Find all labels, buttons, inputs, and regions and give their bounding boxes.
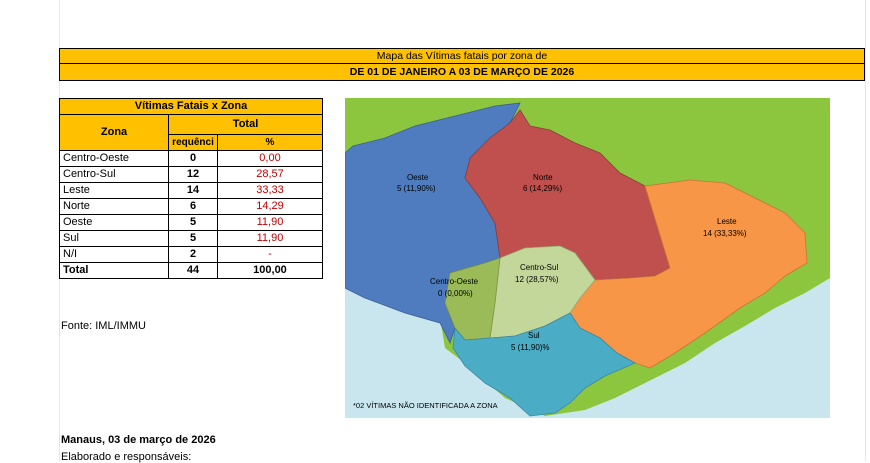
col-header-zona: Zona <box>58 114 170 151</box>
col-header-total: Total <box>168 114 323 135</box>
report-title: Mapa das Vítimas fatais por zona de <box>59 48 865 64</box>
zone-name-cell: Norte <box>58 198 170 215</box>
zone-name-cell: Oeste <box>58 214 170 231</box>
percent-cell: 28,57 <box>216 166 324 183</box>
percent-cell: - <box>216 246 324 263</box>
frequency-cell: 12 <box>168 166 218 183</box>
col-header-pct: % <box>216 134 324 151</box>
zone-map: Oeste 5 (11,90%) Norte 6 (14,29%) Leste … <box>345 98 830 418</box>
table-row: Sul 5 11,90 <box>58 230 324 247</box>
frequency-cell: 0 <box>168 150 218 167</box>
table-caption: Vítimas Fatais x Zona <box>59 98 323 115</box>
victims-by-zone-table: Vítimas Fatais x Zona Zona Total requênc… <box>58 98 324 279</box>
zone-name-cell: Centro-Oeste <box>58 150 170 167</box>
table-row: Centro-Oeste 0 0,00 <box>58 150 324 167</box>
table-row: Centro-Sul 12 28,57 <box>58 166 324 183</box>
percent-cell: 100,00 <box>216 262 324 279</box>
zone-sul <box>452 312 636 417</box>
col-header-freq: requênci <box>168 134 218 151</box>
label-norte-name: Norte <box>533 173 553 182</box>
label-centro-oeste-value: 0 (0,00%) <box>438 289 473 298</box>
frequency-cell: 5 <box>168 214 218 231</box>
table-row: N/I 2- <box>58 246 324 263</box>
frequency-cell: 14 <box>168 182 218 199</box>
table-row: Total 44 100,00 <box>58 262 324 279</box>
label-norte-value: 6 (14,29%) <box>523 184 562 193</box>
sheet-gridline <box>865 0 866 461</box>
frequency-cell: 2 <box>168 246 218 263</box>
report-period: DE 01 DE JANEIRO A 03 DE MARÇO DE 2026 <box>59 64 865 81</box>
percent-cell: 11,90 <box>216 214 324 231</box>
table-row: Oeste 5 11,90 <box>58 214 324 231</box>
label-leste-value: 14 (33,33%) <box>703 229 747 238</box>
label-leste-name: Leste <box>717 217 737 226</box>
percent-cell: 33,33 <box>216 182 324 199</box>
table-row: Leste 14 33,33 <box>58 182 324 199</box>
label-centro-sul-value: 12 (28,57%) <box>515 275 559 284</box>
zone-name-cell: Centro-Sul <box>58 166 170 183</box>
prepared-by: Elaborado e responsáveis: <box>61 451 192 463</box>
frequency-cell: 6 <box>168 198 218 215</box>
zone-name-cell: N/I <box>58 246 170 263</box>
percent-cell: 11,90 <box>216 230 324 247</box>
percent-cell: 0,00 <box>216 150 324 167</box>
label-sul-name: Sul <box>528 331 540 340</box>
label-oeste-value: 5 (11,90%) <box>397 184 436 193</box>
frequency-cell: 44 <box>168 262 218 279</box>
map-note: *02 VÍTIMAS NÃO IDENTIFICADA A ZONA <box>353 401 498 410</box>
zone-leste <box>569 179 808 369</box>
label-centro-oeste-name: Centro-Oeste <box>430 277 479 286</box>
frequency-cell: 5 <box>168 230 218 247</box>
label-sul-value: 5 (11,90)% <box>511 343 550 352</box>
place-date: Manaus, 03 de março de 2026 <box>61 434 216 446</box>
table-row: Norte 6 14,29 <box>58 198 324 215</box>
river-water <box>345 278 830 418</box>
zone-name-cell: Sul <box>58 230 170 247</box>
label-centro-sul-name: Centro-Sul <box>520 263 558 272</box>
percent-cell: 14,29 <box>216 198 324 215</box>
zone-name-cell: Leste <box>58 182 170 199</box>
source-note: Fonte: IML/IMMU <box>61 320 146 332</box>
zone-name-cell: Total <box>58 262 170 279</box>
label-oeste-name: Oeste <box>407 173 429 182</box>
